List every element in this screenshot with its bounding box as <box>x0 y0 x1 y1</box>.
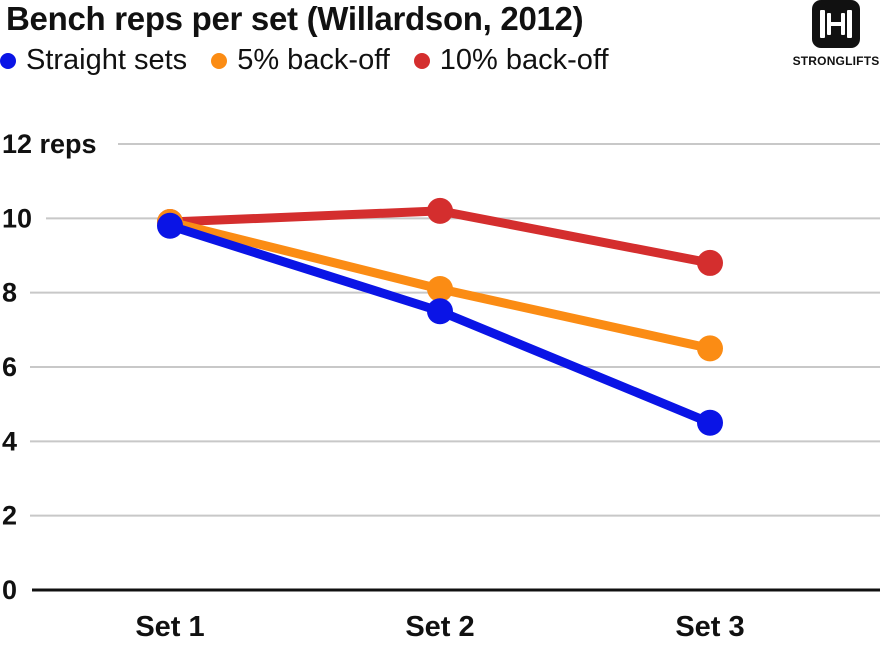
legend-dot-10-backoff <box>413 52 430 69</box>
data-point <box>157 212 183 239</box>
logo-text: STRONGLIFTS <box>792 54 880 68</box>
data-point <box>427 197 453 224</box>
y-tick-label: 0 <box>2 575 17 605</box>
y-tick-label: 12 reps <box>2 129 97 159</box>
data-point <box>697 409 723 436</box>
series-line <box>165 221 715 428</box>
x-tick-label: Set 3 <box>675 611 744 643</box>
legend-label-5-backoff: 5% back-off <box>237 44 390 76</box>
y-tick-label: 10 <box>2 203 32 233</box>
data-point <box>697 249 723 276</box>
y-tick-label: 2 <box>2 501 17 531</box>
legend-item-5-backoff: 5% back-off <box>211 44 390 77</box>
legend-dot-straight-sets <box>0 52 16 69</box>
data-point <box>427 298 453 325</box>
y-tick-label: 4 <box>2 426 17 456</box>
legend-item-straight-sets: Straight sets <box>0 44 187 77</box>
legend-label-10-backoff: 10% back-off <box>439 44 609 76</box>
stronglifts-logo: STRONGLIFTS <box>790 0 880 72</box>
legend: Straight sets 5% back-off 10% back-off <box>0 44 609 77</box>
y-tick-label: 8 <box>2 278 17 308</box>
legend-dot-5-backoff <box>211 52 228 69</box>
legend-label-straight-sets: Straight sets <box>26 44 188 76</box>
barbell-icon <box>812 0 860 48</box>
y-tick-label: 6 <box>2 352 17 382</box>
x-tick-label: Set 2 <box>405 611 474 643</box>
data-point <box>427 275 453 302</box>
legend-item-10-backoff: 10% back-off <box>413 44 609 77</box>
chart-title: Bench reps per set (Willardson, 2012) <box>6 0 584 37</box>
x-tick-label: Set 1 <box>135 611 204 643</box>
data-point <box>697 335 723 362</box>
